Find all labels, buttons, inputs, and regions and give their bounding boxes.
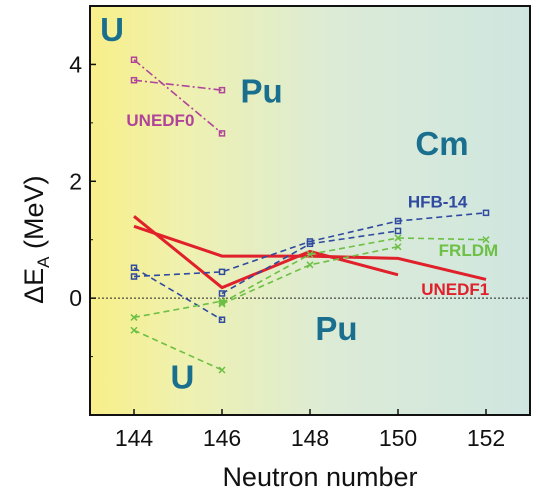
data-point [482, 236, 490, 244]
series-line [133, 59, 223, 135]
data-point [218, 299, 226, 307]
model-label: UNEDF0 [126, 111, 194, 130]
series-frldm-9 [218, 234, 490, 307]
data-point [482, 209, 490, 217]
plot-background [90, 6, 530, 415]
series-hfb-14-6 [218, 227, 402, 297]
data-point [130, 273, 138, 280]
model-label: UNEDF1 [421, 280, 489, 299]
data-point [306, 261, 314, 269]
data-point [130, 56, 138, 64]
series-line [221, 230, 399, 295]
data-point [394, 227, 402, 235]
data-point [394, 234, 402, 242]
data-point [218, 290, 226, 297]
data-point [218, 86, 226, 94]
y-tick-label: 4 [69, 51, 82, 77]
data-point [218, 130, 226, 137]
model-label: FRLDM [439, 241, 498, 260]
series-line [221, 237, 487, 304]
series-unedf0-1 [130, 76, 226, 94]
series-frldm-7 [130, 297, 226, 321]
series-frldm-8 [130, 326, 226, 374]
nucleus-label: U [170, 359, 194, 396]
series-line [133, 300, 223, 319]
data-point [130, 313, 138, 321]
data-point [394, 243, 402, 251]
nucleus-label: Pu [241, 72, 283, 109]
series-unedf0-0 [130, 56, 226, 137]
series-frldm-10 [218, 243, 402, 308]
series-layer [130, 56, 490, 374]
data-point [306, 250, 314, 258]
data-point [218, 300, 226, 308]
model-label: HFB-14 [408, 193, 468, 212]
data-point [218, 268, 226, 276]
series-unedf1-2 [133, 224, 487, 281]
data-point [394, 217, 402, 225]
x-tick-label: 146 [203, 425, 241, 451]
x-axis-title: Neutron number [222, 462, 417, 492]
y-tick-label: 2 [69, 168, 82, 194]
data-point [130, 76, 138, 84]
series-line [133, 224, 487, 281]
series-line [133, 79, 223, 91]
data-point [218, 366, 226, 374]
x-tick-label: 152 [467, 425, 505, 451]
y-axis-title-sub: A [34, 256, 53, 268]
nucleus-label: U [100, 11, 124, 48]
series-line [133, 267, 223, 321]
data-point [306, 240, 314, 248]
series-line [133, 329, 223, 371]
y-tick-label: 0 [69, 285, 82, 311]
data-point [218, 316, 226, 324]
x-tick-label: 144 [115, 425, 154, 451]
data-point [130, 326, 138, 334]
series-line [221, 245, 399, 305]
data-point [130, 264, 138, 272]
tick-layer: 144 146 148 150 152 0 2 4 [69, 51, 505, 451]
annotation-layer: U Pu Cm Pu U UNEDF0 HFB-14 FRLDM UNEDF1 [100, 11, 498, 396]
nucleus-label: Cm [415, 125, 468, 162]
series-hfb-14-5 [130, 264, 226, 324]
y-axis-title: ΔEA (MeV) [19, 176, 53, 304]
x-tick-label: 150 [379, 425, 417, 451]
nucleus-label: Pu [315, 310, 357, 347]
y-axis-title-unit: (MeV) [19, 176, 49, 257]
y-axis-title-main: ΔE [19, 268, 49, 304]
x-tick-label: 148 [291, 425, 329, 451]
